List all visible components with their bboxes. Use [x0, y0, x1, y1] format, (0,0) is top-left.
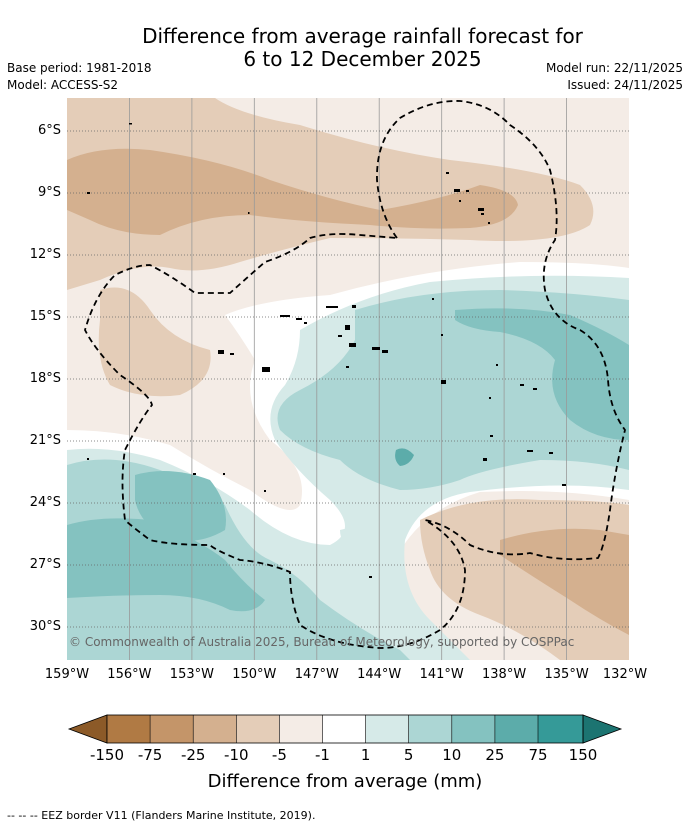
- colorbar-label: -5: [271, 746, 287, 764]
- colorbar-label: 1: [360, 746, 371, 764]
- map-title-line2: 6 to 12 December 2025: [243, 47, 482, 71]
- lon-label: 138°W: [482, 667, 527, 682]
- colorbar-segment: [107, 715, 151, 743]
- lat-label: 9°S: [37, 185, 61, 200]
- colorbar-segment: [365, 715, 409, 743]
- lat-label: 6°S: [37, 123, 61, 138]
- colorbar-segment: [322, 715, 366, 743]
- colorbar-label: -75: [137, 746, 163, 764]
- lon-label: 141°W: [419, 667, 464, 682]
- colorbar-title: Difference from average (mm): [207, 771, 483, 792]
- colorbar-label: -25: [180, 746, 206, 764]
- anomaly-band-minus5-to-minus10: [67, 98, 594, 290]
- map-title-line1: Difference from average rainfall forecas…: [142, 24, 583, 48]
- colorbar-segment: [538, 715, 583, 743]
- lon-label: 147°W: [294, 667, 339, 682]
- anomaly-band-1-to-5-patch: [340, 528, 372, 548]
- rainfall-anomaly-map: © Commonwealth of Australia 2025, Bureau…: [67, 98, 629, 660]
- lon-label: 156°W: [107, 667, 152, 682]
- colorbar-segment: [451, 715, 495, 743]
- lon-label: 159°W: [44, 667, 90, 682]
- anomaly-band-minus10-to-minus25-southeast: [500, 528, 629, 635]
- colorbar-label: 5: [403, 746, 414, 764]
- colorbar-extend-high: [582, 714, 623, 744]
- colorbar-segment: [279, 715, 323, 743]
- anomaly-band-10-to-25-west: [135, 471, 226, 542]
- lon-label: 153°W: [169, 667, 214, 682]
- colorbar-segment: [408, 715, 452, 743]
- model-run: Model run: 22/11/2025: [545, 61, 683, 75]
- model-name: Model: ACCESS-S2: [7, 78, 119, 92]
- lat-label: 12°S: [29, 247, 61, 262]
- lat-label: 15°S: [29, 309, 61, 324]
- colorbar-outline: [106, 714, 584, 744]
- colorbar-label: 10: [442, 746, 462, 764]
- eez-legend-note: -- -- -- EEZ border V11 (Flanders Marine…: [7, 809, 316, 822]
- colorbar-segment: [193, 715, 237, 743]
- lat-label: 24°S: [29, 495, 61, 510]
- anomaly-band-minus1-to-minus5-patch: [275, 482, 301, 502]
- island-coastlines: [87, 123, 566, 578]
- colorbar-segment: [494, 715, 538, 743]
- issued-date: Issued: 24/11/2025: [567, 78, 683, 92]
- colorbar-label: -10: [224, 746, 249, 764]
- latitude-gridlines: [67, 130, 629, 628]
- eez-borders: [84, 100, 626, 649]
- lon-label: 132°W: [602, 667, 648, 682]
- colorbar-label: -150: [89, 746, 125, 764]
- colorbar-label: 150: [568, 746, 598, 764]
- anomaly-band-10-to-25-east: [455, 308, 629, 440]
- lat-label: 21°S: [29, 433, 61, 448]
- anomaly-band-minus5-to-minus10-south: [98, 287, 211, 397]
- base-period: Base period: 1981-2018: [7, 61, 152, 75]
- copyright-notice: © Commonwealth of Australia 2025, Bureau…: [69, 635, 574, 649]
- lat-label: 18°S: [29, 371, 61, 386]
- colorbar-extend-low: [67, 714, 108, 744]
- lat-label: 27°S: [29, 557, 61, 572]
- colorbar-segment: [150, 715, 194, 743]
- colorbar-label: 75: [528, 746, 548, 764]
- lon-label: 150°W: [232, 667, 277, 682]
- colorbar: [67, 714, 623, 744]
- anomaly-band-minus10-to-minus25: [67, 148, 518, 235]
- lon-label: 144°W: [357, 667, 402, 682]
- lat-label: 30°S: [29, 619, 61, 634]
- colorbar-segment: [236, 715, 280, 743]
- colorbar-label: -1: [315, 746, 330, 764]
- anomaly-band-25-to-75-spot: [395, 448, 414, 466]
- lon-label: 135°W: [544, 667, 589, 682]
- colorbar-label: 25: [485, 746, 505, 764]
